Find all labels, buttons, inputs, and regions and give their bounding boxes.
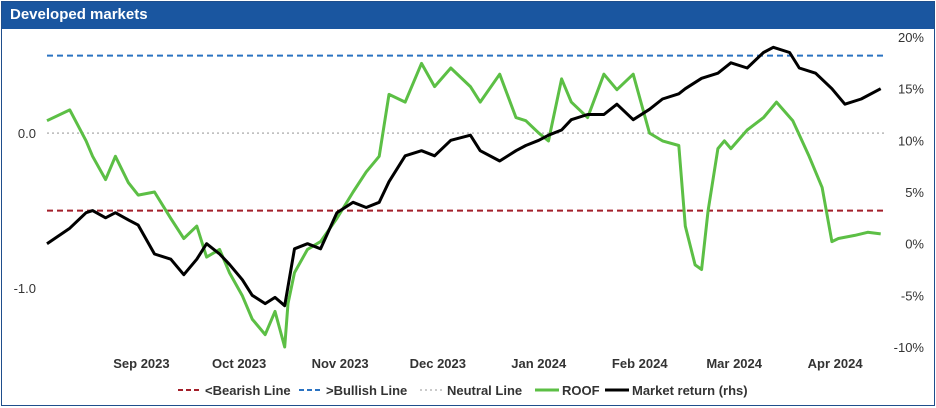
legend-label-neutral: Neutral Line [447,383,522,398]
right-axis-tick-label: 10% [898,133,924,148]
left-axis-tick-label: -1.0 [14,281,36,296]
x-axis-tick-label: Jan 2024 [511,356,567,371]
legend-item-bearish: <Bearish Line [178,383,291,398]
chart-title-bar: Developed markets [2,2,934,29]
x-axis-tick-label: Feb 2024 [612,356,668,371]
right-axis-tick-label: 5% [905,185,924,200]
legend-item-neutral: Neutral Line [420,383,522,398]
right-axis-tick-label: -10% [894,340,925,355]
right-axis-ticks: 20% 15% 10% 5% 0% -5% -10% [894,30,925,355]
legend-item-roof: ROOF [535,383,600,398]
right-axis-tick-label: 15% [898,82,924,97]
legend-item-market: Market return (rhs) [605,383,748,398]
legend-item-bullish: >Bullish Line [299,383,407,398]
right-axis-tick-label: 20% [898,30,924,45]
chart-title: Developed markets [10,6,148,23]
x-axis-tick-label: Mar 2024 [706,356,762,371]
legend-label-market: Market return (rhs) [632,383,748,398]
x-axis-tick-label: Sep 2023 [113,356,169,371]
legend-label-roof: ROOF [562,383,600,398]
right-axis-tick-label: 0% [905,237,924,252]
roof-series-line [46,61,881,349]
x-axis-tick-label: Dec 2023 [410,356,466,371]
left-axis-tick-label: 0.0 [18,126,36,141]
market-return-series-line [46,45,882,308]
left-axis-ticks: 0.0 -1.0 [14,126,36,296]
x-axis-tick-label: Apr 2024 [808,356,864,371]
x-axis-ticks: Sep 2023 Oct 2023 Nov 2023 Dec 2023 Jan 2024… [113,356,863,371]
x-axis-tick-label: Nov 2023 [312,356,369,371]
right-axis-tick-label: -5% [901,288,925,303]
legend-label-bullish: >Bullish Line [326,383,407,398]
legend-label-bearish: <Bearish Line [205,383,291,398]
legend: <Bearish Line >Bullish Line Neutral Line… [178,383,748,398]
x-axis-tick-label: Oct 2023 [212,356,266,371]
